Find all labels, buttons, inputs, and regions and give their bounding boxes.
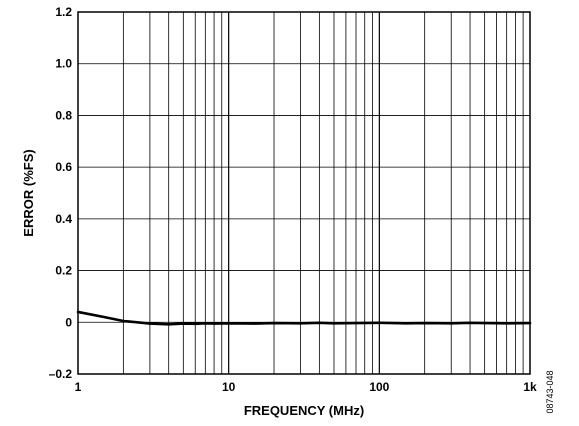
x-tick-label: 1k bbox=[523, 380, 537, 394]
x-tick-label: 1 bbox=[75, 380, 82, 394]
x-tick-label: 10 bbox=[222, 380, 236, 394]
grid bbox=[78, 12, 530, 374]
figure-id: 08743-048 bbox=[545, 370, 555, 413]
y-tick-label: 1.2 bbox=[55, 5, 72, 19]
series-line bbox=[76, 310, 532, 326]
x-tick-label: 100 bbox=[369, 380, 389, 394]
y-tick-label: 0.2 bbox=[55, 264, 72, 278]
y-tick-label: 0.4 bbox=[55, 212, 72, 226]
series-layer bbox=[76, 310, 532, 326]
y-tick-label: 0.6 bbox=[55, 160, 72, 174]
y-tick-label: 0 bbox=[65, 315, 72, 329]
y-tick-label: –0.2 bbox=[49, 367, 73, 381]
y-tick-labels: –0.2 0 0.2 0.4 0.6 0.8 1.0 1.2 bbox=[49, 5, 73, 381]
x-axis-title: FREQUENCY (MHz) bbox=[244, 403, 364, 418]
plot-frame bbox=[77, 11, 531, 375]
y-tick-label: 1.0 bbox=[55, 57, 72, 71]
x-tick-labels: 1 10 100 1k bbox=[75, 380, 537, 394]
y-tick-label: 0.8 bbox=[55, 108, 72, 122]
y-axis-title: ERROR (%FS) bbox=[21, 149, 36, 236]
